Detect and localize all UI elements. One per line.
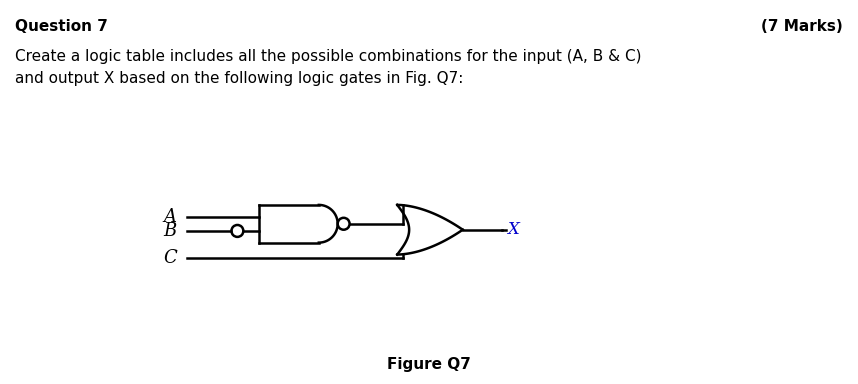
Text: B: B xyxy=(164,222,177,240)
Text: A: A xyxy=(164,208,177,226)
Text: Question 7: Question 7 xyxy=(15,19,108,34)
Text: C: C xyxy=(163,248,177,266)
Text: (7 Marks): (7 Marks) xyxy=(761,19,843,34)
Text: Create a logic table includes all the possible combinations for the input (A, B : Create a logic table includes all the po… xyxy=(15,49,642,86)
Text: Figure Q7: Figure Q7 xyxy=(387,357,471,372)
Text: X: X xyxy=(507,221,519,238)
